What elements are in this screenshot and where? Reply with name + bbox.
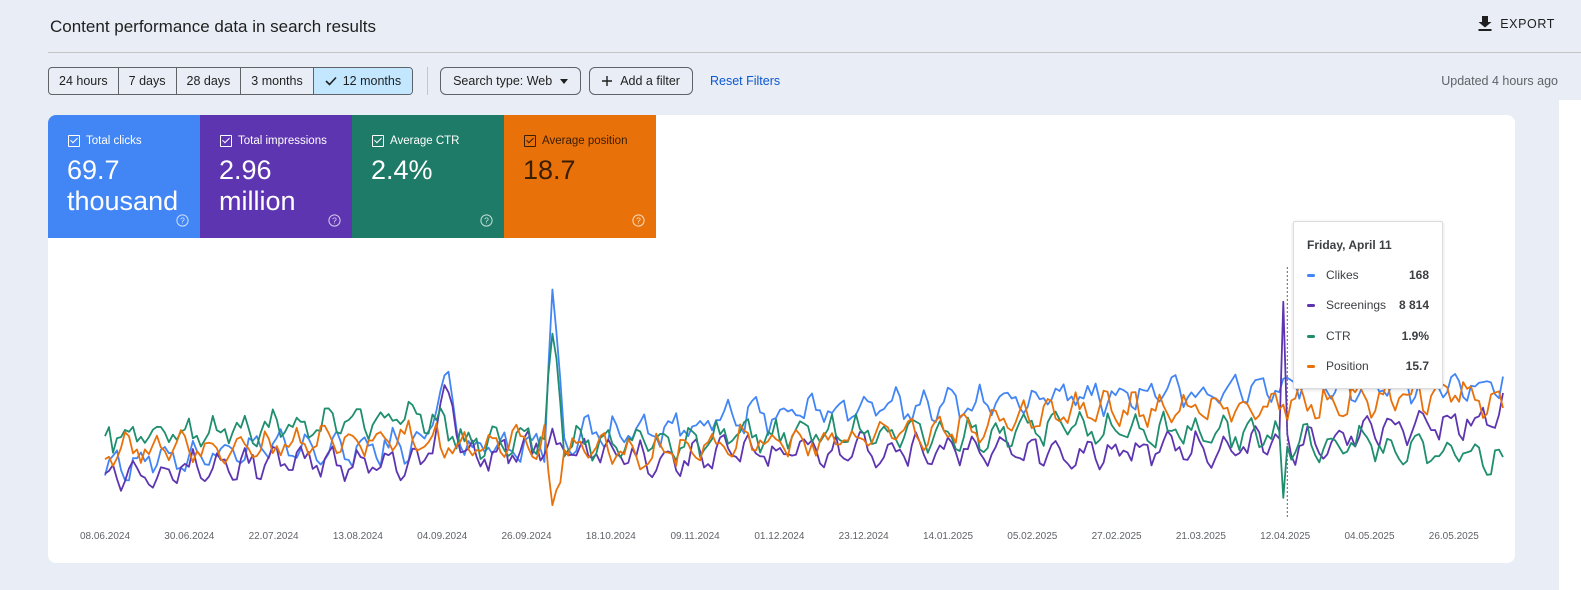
reset-filters-link[interactable]: Reset Filters bbox=[709, 74, 781, 88]
metric-value: 2.96 million bbox=[219, 155, 296, 216]
tooltip-row-impressions: Screenings 8 814 bbox=[1307, 298, 1429, 312]
page-title: Content performance data in search resul… bbox=[50, 17, 377, 36]
plus-icon bbox=[602, 76, 613, 86]
help-icon: ? bbox=[632, 214, 645, 227]
performance-card: 08.06.2024 30.06.2024 22.07.2024 13.08.2024… bbox=[48, 115, 1515, 563]
metric-value: 18.7 bbox=[523, 155, 576, 185]
checkbox-icon bbox=[524, 135, 536, 147]
x-axis-tick-label: 08.06.2024 bbox=[80, 531, 130, 542]
x-axis-tick-label: 12.04.2025 bbox=[1260, 531, 1310, 542]
x-axis-tick-label: 23.12.2024 bbox=[839, 531, 889, 542]
x-axis-tick-label: 27.02.2025 bbox=[1092, 531, 1142, 542]
x-axis-tick-label: 26.09.2024 bbox=[501, 531, 551, 542]
x-axis-tick-label: 14.01.2025 bbox=[923, 531, 973, 542]
range-28-days[interactable]: 28 days bbox=[177, 68, 242, 94]
x-axis-tick-label: 13.08.2024 bbox=[333, 531, 383, 542]
export-label: EXPORT bbox=[1500, 16, 1555, 31]
x-axis-tick-label: 26.05.2025 bbox=[1429, 531, 1479, 542]
tooltip-row-clicks: Clikes 168 bbox=[1307, 268, 1429, 282]
svg-text:?: ? bbox=[484, 216, 489, 226]
export-button[interactable]: EXPORT bbox=[1478, 16, 1555, 31]
checkbox-icon bbox=[220, 135, 232, 147]
range-24-hours[interactable]: 24 hours bbox=[49, 68, 119, 94]
x-axis-tick-label: 21.03.2025 bbox=[1176, 531, 1226, 542]
metric-tile-total-impressions[interactable]: Total impressions 2.96 million ? bbox=[200, 115, 352, 238]
metric-tile-average-ctr[interactable]: Average CTR 2.4% ? bbox=[352, 115, 504, 238]
svg-text:?: ? bbox=[332, 216, 337, 226]
metric-value: 69.7 thousand bbox=[67, 155, 179, 216]
help-icon: ? bbox=[480, 214, 493, 227]
metric-tile-average-position[interactable]: Average position 18.7 ? bbox=[504, 115, 656, 238]
search-type-dropdown[interactable]: Search type: Web bbox=[440, 67, 582, 95]
range-7-days[interactable]: 7 days bbox=[119, 68, 177, 94]
right-panel-edge bbox=[1559, 100, 1581, 590]
date-range-selector: 24 hours 7 days 28 days 3 months 12 mont… bbox=[48, 67, 414, 95]
metric-tiles: Total clicks 69.7 thousand ? Total impre… bbox=[48, 115, 656, 238]
series-line-ctr bbox=[104, 332, 1504, 499]
legend-swatch bbox=[1307, 364, 1315, 368]
updated-status: Updated 4 hours ago bbox=[1441, 74, 1558, 88]
help-icon: ? bbox=[328, 214, 341, 227]
svg-text:?: ? bbox=[180, 216, 185, 226]
metric-value: 2.4% bbox=[371, 155, 433, 185]
add-filter-button[interactable]: Add a filter bbox=[589, 67, 693, 95]
legend-swatch bbox=[1307, 303, 1315, 307]
tooltip-date: Friday, April 11 bbox=[1307, 238, 1392, 252]
toolbar-divider bbox=[427, 67, 429, 95]
metric-tile-total-clicks[interactable]: Total clicks 69.7 thousand ? bbox=[48, 115, 200, 238]
x-axis-tick-label: 01.12.2024 bbox=[754, 531, 804, 542]
tooltip-row-position: Position 15.7 bbox=[1307, 359, 1429, 373]
x-axis-tick-label: 18.10.2024 bbox=[586, 531, 636, 542]
x-axis-tick-label: 09.11.2024 bbox=[670, 531, 720, 542]
check-icon bbox=[325, 76, 337, 86]
header-divider bbox=[48, 52, 1581, 53]
x-axis-tick-label: 30.06.2024 bbox=[164, 531, 214, 542]
x-axis-tick-label: 04.05.2025 bbox=[1344, 531, 1394, 542]
checkbox-icon bbox=[372, 135, 384, 147]
range-3-months[interactable]: 3 months bbox=[241, 68, 314, 94]
chart-tooltip: Friday, April 11 Clikes 168 Screenings 8 8… bbox=[1293, 221, 1443, 389]
performance-chart: 08.06.2024 30.06.2024 22.07.2024 13.08.2024… bbox=[80, 267, 1504, 542]
tooltip-row-ctr: CTR 1.9% bbox=[1307, 329, 1429, 343]
legend-swatch bbox=[1307, 273, 1315, 277]
checkbox-icon bbox=[68, 135, 80, 147]
series-line-position bbox=[104, 377, 1504, 507]
x-axis-tick-label: 05.02.2025 bbox=[1007, 531, 1057, 542]
download-icon bbox=[1478, 16, 1492, 31]
series-line-screenings bbox=[104, 300, 1504, 492]
help-icon: ? bbox=[176, 214, 189, 227]
page-header: Content performance data in search resul… bbox=[0, 0, 1581, 54]
x-axis-tick-label: 04.09.2024 bbox=[417, 531, 467, 542]
filter-toolbar: 24 hours 7 days 28 days 3 months 12 mont… bbox=[48, 67, 780, 95]
range-12-months[interactable]: 12 months bbox=[313, 68, 413, 94]
legend-swatch bbox=[1307, 334, 1315, 338]
caret-down-icon bbox=[560, 78, 569, 84]
x-axis-tick-label: 22.07.2024 bbox=[249, 531, 299, 542]
svg-text:?: ? bbox=[636, 216, 641, 226]
